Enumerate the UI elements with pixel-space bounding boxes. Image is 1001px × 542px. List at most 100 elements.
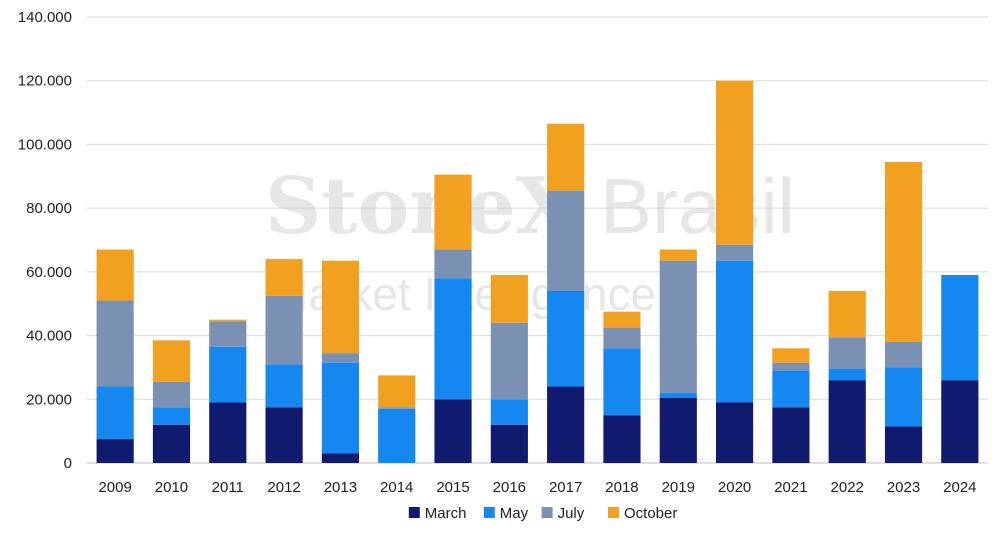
y-tick-label: 100.000 <box>18 136 72 153</box>
bar-stack-2015 <box>434 174 472 463</box>
legend-swatch <box>408 507 420 518</box>
bar-may-2015 <box>434 278 472 400</box>
x-tick-label: 2017 <box>549 479 582 496</box>
bar-may-2014 <box>378 408 416 463</box>
bar-march-2016 <box>490 424 528 463</box>
bar-october-2016 <box>490 275 528 323</box>
bar-october-2014 <box>378 375 416 408</box>
bar-july-2020 <box>716 244 754 261</box>
bar-stack-2018 <box>603 311 641 463</box>
bar-may-2009 <box>96 386 134 440</box>
y-tick-label: 40.000 <box>26 328 72 345</box>
bar-october-2021 <box>772 348 810 363</box>
bar-may-2021 <box>772 370 810 408</box>
x-tick-label: 2022 <box>831 479 864 496</box>
y-tick-label: 140.000 <box>18 9 72 26</box>
bar-march-2015 <box>434 399 472 463</box>
bar-march-2013 <box>321 453 359 463</box>
bar-july-2019 <box>659 260 697 393</box>
bar-october-2011 <box>209 319 247 322</box>
bar-july-2023 <box>884 341 923 368</box>
bar-october-2012 <box>265 259 303 296</box>
y-tick-label: 0 <box>64 455 72 472</box>
legend-item-may: May <box>483 505 529 522</box>
x-tick-label: 2019 <box>662 479 695 496</box>
legend-swatch <box>608 507 619 518</box>
y-tick-label: 20.000 <box>26 391 72 408</box>
bar-may-2017 <box>547 290 585 387</box>
bar-october-2013 <box>321 260 359 354</box>
x-tick-label: 2013 <box>324 479 357 496</box>
bar-october-2023 <box>884 161 923 342</box>
bar-july-2021 <box>772 362 810 371</box>
bar-july-2018 <box>603 327 641 349</box>
x-tick-label: 2012 <box>267 479 300 496</box>
bar-may-2023 <box>884 367 923 427</box>
bar-stack-2012 <box>265 259 303 463</box>
x-tick-label: 2010 <box>155 479 188 496</box>
bar-march-2019 <box>659 397 697 463</box>
x-tick-label: 2014 <box>380 479 413 496</box>
bar-july-2017 <box>547 190 585 291</box>
bar-july-2014 <box>378 407 416 409</box>
bar-stack-2017 <box>547 123 585 463</box>
x-axis-ticks: 2009 2010 2011 2012 2013 2014 2015 2016 2017 2018… <box>98 479 976 496</box>
bar-may-2013 <box>321 362 359 454</box>
bar-october-2010 <box>152 340 191 382</box>
x-tick-label: 2009 <box>98 479 131 496</box>
bar-stack-2009 <box>96 249 134 463</box>
bar-march-2017 <box>547 386 585 463</box>
legend-swatch <box>541 507 553 518</box>
y-axis-ticks: 0 20.000 40.000 60.000 80.000 100.000 120.000 1… <box>18 9 72 472</box>
bar-july-2013 <box>321 353 359 363</box>
legend-item-july: July <box>541 505 585 522</box>
bar-may-2022 <box>828 369 866 381</box>
bar-march-2021 <box>772 407 810 463</box>
legend-item-march: March <box>408 505 467 522</box>
bar-stack-2019 <box>659 249 697 463</box>
bar-march-2023 <box>884 426 923 463</box>
bar-july-2012 <box>265 295 303 365</box>
legend-label: May <box>500 505 529 522</box>
bar-october-2015 <box>434 174 472 250</box>
bar-may-2016 <box>490 399 528 425</box>
bar-march-2009 <box>96 439 134 463</box>
x-tick-label: 2016 <box>493 479 526 496</box>
bar-stack-2014 <box>378 375 416 463</box>
bar-stack-2022 <box>828 290 866 463</box>
legend-label: October <box>624 505 677 522</box>
bar-march-2010 <box>152 424 191 463</box>
bar-may-2010 <box>152 407 191 425</box>
bar-march-2020 <box>716 402 754 463</box>
bar-stack-2016 <box>490 275 528 463</box>
bar-may-2020 <box>716 260 754 403</box>
bar-july-2022 <box>828 337 866 370</box>
watermark-brand-brasil: Brasil <box>600 162 795 250</box>
bar-october-2009 <box>96 249 134 301</box>
legend-label: March <box>425 505 467 522</box>
bar-may-2024 <box>941 275 979 381</box>
bar-october-2022 <box>828 290 866 338</box>
y-tick-label: 80.000 <box>26 200 72 217</box>
legend: March May July October <box>408 505 677 522</box>
bar-july-2011 <box>209 321 247 347</box>
bar-march-2022 <box>828 380 866 463</box>
bar-stack-2023 <box>884 161 923 463</box>
bar-may-2011 <box>209 346 247 403</box>
watermark-brand-stonex: StoneX <box>265 161 577 252</box>
legend-item-october: October <box>608 505 677 522</box>
bar-october-2019 <box>659 249 697 261</box>
watermark: StoneX Brasil Market Intelligence <box>265 161 795 320</box>
x-tick-label: 2020 <box>718 479 751 496</box>
x-tick-label: 2011 <box>212 479 244 496</box>
x-tick-label: 2021 <box>774 479 807 496</box>
bar-march-2018 <box>603 415 641 463</box>
x-tick-label: 2015 <box>436 479 469 496</box>
legend-swatch <box>483 507 495 518</box>
x-tick-label: 2024 <box>943 479 976 496</box>
bar-stack-2010 <box>152 340 191 463</box>
bar-july-2016 <box>490 322 528 400</box>
bar-march-2012 <box>265 407 303 463</box>
bar-july-2009 <box>96 300 134 387</box>
y-tick-label: 120.000 <box>18 73 72 90</box>
